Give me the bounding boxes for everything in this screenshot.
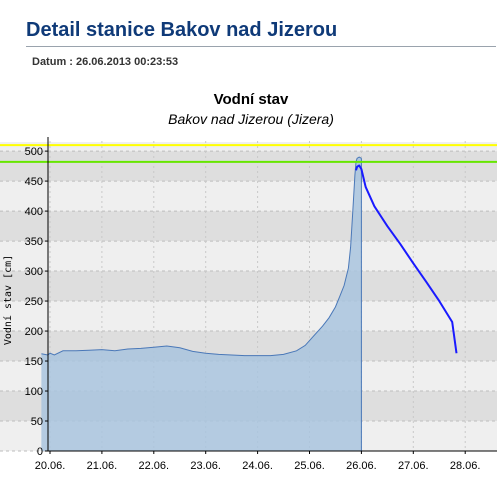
y-tick-label: 50 [31,416,43,428]
y-tick-label: 350 [25,236,43,248]
y-tick-label: 400 [25,206,43,218]
grid-band [0,301,497,332]
grid-band [0,271,497,302]
title-divider [26,46,496,47]
measured-level-area [41,157,362,451]
page-header: Detail stanice Bakov nad Jizerou [26,18,502,47]
chart-subtitle: Bakov nad Jizerou (Jizera) [168,111,334,127]
measured-level-line [41,156,362,357]
grid-band [0,211,497,242]
x-tick-label: 22.06. [139,460,170,472]
page-title: Detail stanice Bakov nad Jizerou [26,19,338,41]
x-tick-label: 20.06. [35,460,66,472]
grid-band [0,151,497,182]
y-tick-label: 200 [25,326,43,338]
x-tick-label: 27.06. [398,460,429,472]
x-tick-label: 28.06. [450,460,481,472]
y-axis-label: Vodní stav [cm] [2,255,14,345]
y-tick-label: 300 [25,266,43,278]
x-tick-label: 25.06. [294,460,325,472]
forecast-level-line [355,164,458,354]
y-tick-label: 450 [25,176,43,188]
chart-title: Vodní stav [213,91,289,108]
y-tick-label: 150 [25,356,43,368]
x-tick-label: 24.06. [242,460,273,472]
datum-timestamp: Datum : 26.06.2013 00:23:53 [32,56,179,68]
x-tick-label: 26.06. [346,460,377,472]
y-tick-label: 500 [25,146,43,158]
y-tick-label: 250 [25,296,43,308]
grid-band [0,181,497,212]
x-tick-label: 23.06. [190,460,221,472]
x-tick-label: 21.06. [87,460,118,472]
y-tick-label: 100 [25,386,43,398]
y-tick-label: 0 [37,446,43,458]
grid-band [0,241,497,272]
grid-band [0,142,497,152]
